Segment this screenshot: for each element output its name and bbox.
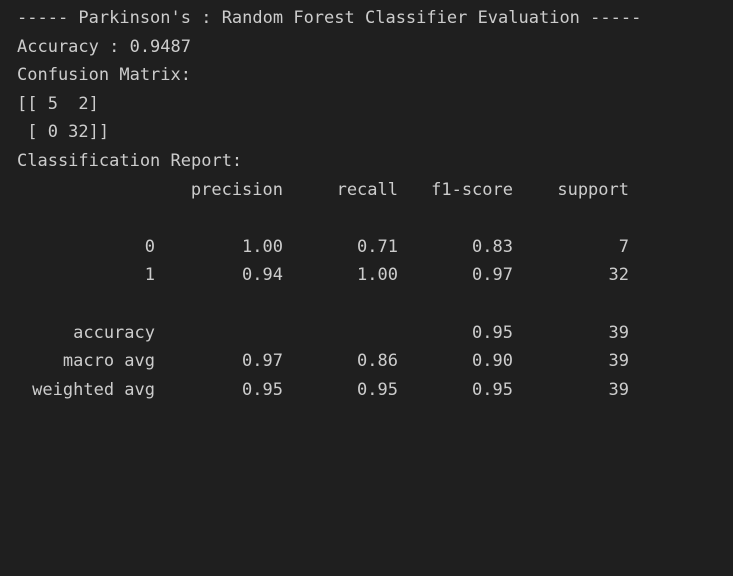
blank-line (17, 290, 733, 319)
evaluation-header: ----- Parkinson's : Random Forest Classi… (17, 8, 642, 28)
confusion-matrix-row: [ 0 32]] (17, 122, 110, 143)
precision-header: precision (190, 179, 283, 200)
summary-label: macro avg (62, 351, 155, 372)
confusion-matrix-label: Confusion Matrix: (17, 65, 191, 86)
report-header-row: precision recall f1-score support (17, 176, 733, 205)
summary-label: accuracy (73, 322, 155, 343)
support-header: support (557, 179, 629, 200)
report-row: 1 0.94 1.00 0.97 32 (17, 261, 733, 290)
recall-value: 0.86 (357, 351, 398, 372)
f1-score-header: f1-score (431, 179, 513, 200)
summary-label: weighted avg (32, 379, 155, 400)
summary-row: accuracy 0.95 39 (17, 319, 733, 348)
precision-value: 0.97 (242, 351, 283, 372)
support-value: 39 (608, 379, 629, 400)
support-value: 39 (608, 322, 629, 343)
summary-row: weighted avg 0.95 0.95 0.95 39 (17, 376, 733, 405)
report-row: 0 1.00 0.71 0.83 7 (17, 233, 733, 262)
f1-value: 0.95 (472, 322, 513, 343)
class-label: 1 (144, 265, 155, 286)
class-label: 0 (144, 236, 155, 257)
summary-row: macro avg 0.97 0.86 0.90 39 (17, 347, 733, 376)
f1-value: 0.90 (472, 351, 513, 372)
support-value: 7 (618, 236, 629, 257)
f1-value: 0.83 (472, 236, 513, 257)
accuracy-line: Accuracy : 0.9487 (17, 36, 191, 57)
classification-report-label: Classification Report: (17, 150, 243, 171)
recall-value: 0.95 (357, 379, 398, 400)
terminal-output: ----- Parkinson's : Random Forest Classi… (17, 8, 733, 405)
f1-value: 0.95 (472, 379, 513, 400)
precision-value: 0.95 (242, 379, 283, 400)
blank-line (17, 204, 733, 233)
support-value: 39 (608, 351, 629, 372)
support-value: 32 (608, 265, 629, 286)
precision-value: 1.00 (242, 236, 283, 257)
precision-value: 0.94 (242, 265, 283, 286)
recall-header: recall (336, 179, 398, 200)
f1-value: 0.97 (472, 265, 513, 286)
confusion-matrix-row: [[ 5 2] (17, 93, 99, 114)
recall-value: 1.00 (357, 265, 398, 286)
recall-value: 0.71 (357, 236, 398, 257)
